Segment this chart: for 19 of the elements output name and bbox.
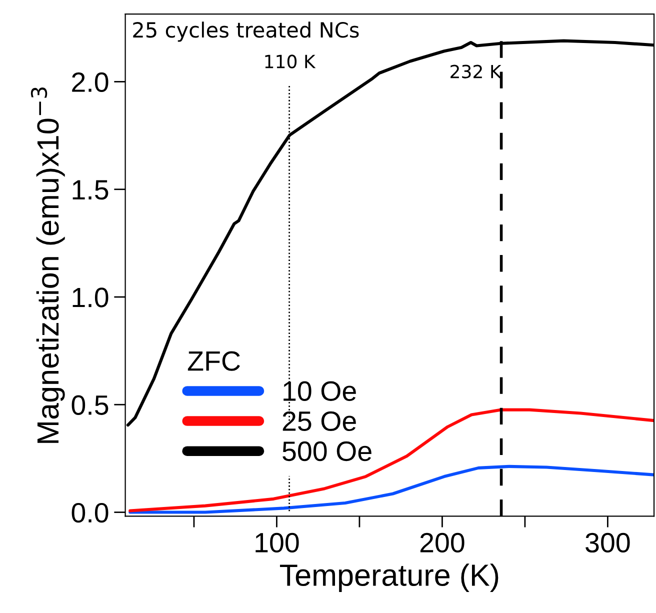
chart-title: 25 cycles treated NCs bbox=[133, 22, 359, 42]
ref-line-label: 110 K bbox=[265, 54, 316, 68]
line-series bbox=[128, 408, 654, 512]
y-tick-label: 1.5 bbox=[72, 180, 108, 200]
ref-line-label: 232 K bbox=[450, 64, 502, 78]
y-tick-label: 2.0 bbox=[72, 72, 108, 92]
y-tick-label: 0.0 bbox=[72, 502, 108, 523]
x-tick-label: 300 bbox=[586, 532, 630, 553]
legend-title: ZFC bbox=[188, 351, 240, 371]
x-tick-label: 100 bbox=[256, 532, 299, 553]
y-tick-label: 0.5 bbox=[72, 395, 108, 415]
x-tick-label: 200 bbox=[420, 532, 464, 553]
line-series bbox=[128, 464, 654, 514]
legend-label: 25 Oe bbox=[282, 411, 356, 432]
legend-label: 10 Oe bbox=[284, 381, 356, 401]
y-tick-label: 1.0 bbox=[72, 288, 108, 308]
x-axis-title: Temperature (K) bbox=[280, 564, 498, 592]
y-axis-title: Magnetization (emu)x10$^{−3}$ bbox=[30, 88, 65, 443]
legend-label: 500 Oe bbox=[282, 441, 372, 462]
